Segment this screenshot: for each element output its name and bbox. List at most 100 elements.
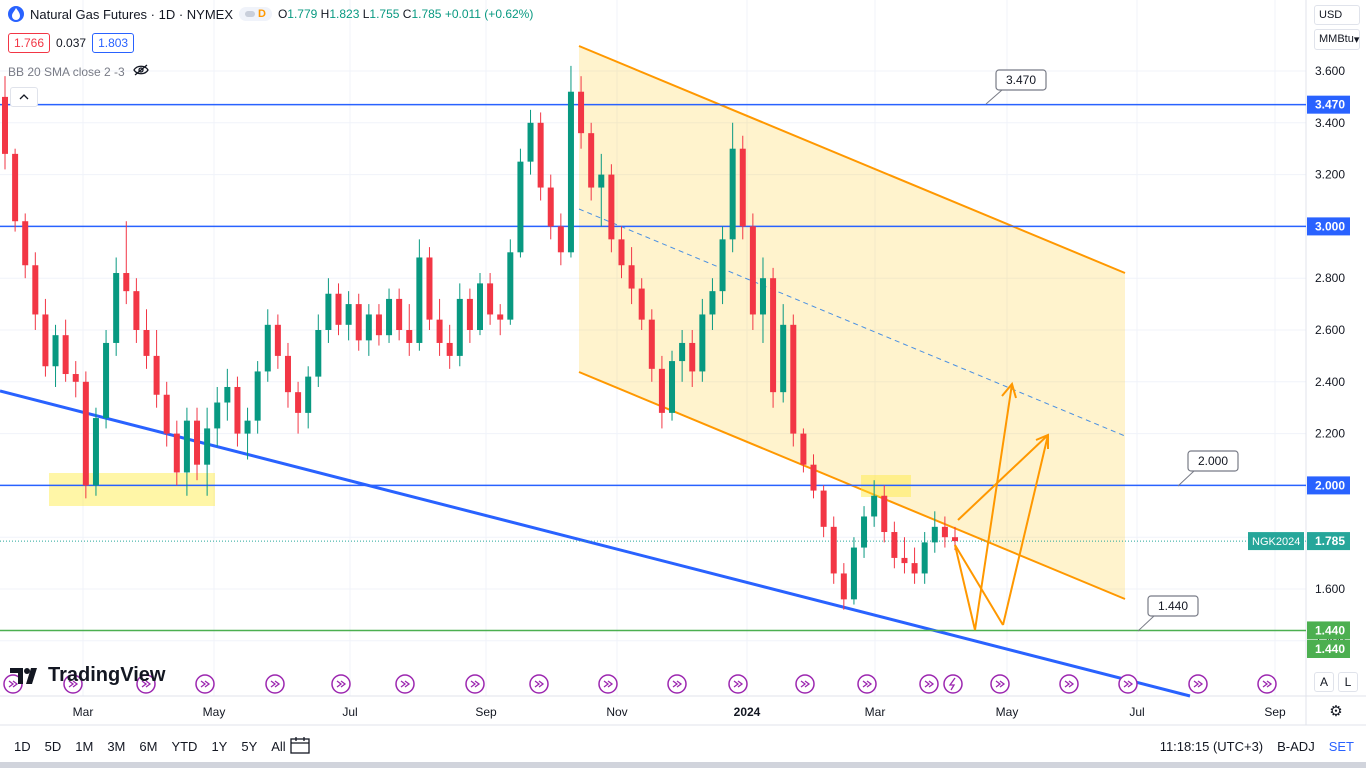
candle-body [456, 298, 463, 356]
range-1y[interactable]: 1Y [211, 738, 228, 754]
session-toggle[interactable]: SET [1328, 738, 1354, 754]
symbol-label: NGK2024 [1252, 536, 1300, 548]
symbol-title[interactable]: Natural Gas Futures · 1D · NYMEX [30, 6, 233, 22]
candle-body [547, 187, 554, 227]
range-3m[interactable]: 3M [107, 738, 126, 754]
clock-time[interactable]: 11:18:15 (UTC+3) [1159, 738, 1264, 754]
candle-body [608, 174, 615, 240]
candle-body [952, 537, 958, 542]
delay-label: D [258, 8, 266, 20]
candle-body [396, 298, 403, 330]
candle-body [840, 573, 847, 600]
candle-body [244, 420, 251, 434]
candle-body [567, 91, 574, 253]
market-status-icon [245, 11, 255, 17]
current-price-badge [1307, 532, 1350, 551]
candle-body [22, 221, 29, 266]
event-marker-glyph [200, 680, 211, 688]
candle-body [305, 376, 312, 413]
candle-body [931, 526, 938, 543]
auto-scale-button[interactable]: A [1314, 672, 1334, 692]
range-1m[interactable]: 1M [75, 738, 94, 754]
candle-body [123, 273, 130, 292]
event-marker-glyph [270, 680, 281, 688]
candle-body [183, 420, 190, 473]
candle-body [264, 324, 271, 372]
candle-body [527, 122, 534, 162]
range-all[interactable]: All [271, 738, 286, 754]
candle-body [658, 368, 665, 413]
candle-body [638, 288, 645, 320]
candle-body [466, 298, 473, 330]
candle-body [830, 526, 837, 574]
unit-select[interactable]: MMBtu ▾ [1314, 29, 1360, 50]
event-marker-glyph [1064, 680, 1075, 688]
candle-body [749, 226, 756, 315]
eye-hidden-icon[interactable] [132, 64, 149, 79]
buy-button[interactable]: 1.803 [92, 33, 135, 53]
sell-button[interactable]: 1.766 [8, 33, 51, 53]
symbol-legend: Natural Gas Futures · 1D · NYMEX D O1.77… [8, 6, 533, 22]
channel-upper-line [578, 45, 1126, 274]
candle-body [416, 257, 423, 343]
event-marker-glyph [1123, 680, 1134, 688]
candle-body [42, 314, 49, 367]
time-tick-label: Jul [342, 705, 357, 719]
event-marker-glyph [8, 680, 19, 688]
candle-body [780, 324, 787, 393]
candle-body [800, 433, 807, 465]
lightning-icon [948, 677, 956, 691]
candle-body [315, 330, 322, 377]
event-marker-glyph [534, 680, 545, 688]
candle-body [477, 283, 483, 330]
candle-body [143, 330, 150, 356]
currency-select[interactable]: USD [1314, 5, 1360, 25]
candle-body [770, 278, 777, 393]
gear-icon[interactable]: ⚙ [1329, 703, 1343, 720]
indicator-legend[interactable]: BB 20 SMA close 2 -3 [8, 64, 149, 79]
callout-label: 3.470 [1006, 73, 1036, 87]
candle-body [375, 314, 382, 336]
candle-body [204, 428, 211, 465]
log-scale-button[interactable]: L [1338, 672, 1358, 692]
candle-body [618, 239, 625, 266]
trade-prices: 1.766 0.037 1.803 [8, 33, 135, 53]
axis-controls: USD MMBtu ▾ [1314, 5, 1360, 54]
range-1d[interactable]: 1D [14, 738, 31, 754]
range-6m[interactable]: 6M [139, 738, 158, 754]
flame-icon [8, 6, 24, 22]
candle-body [588, 133, 595, 188]
candle-body [335, 293, 342, 325]
candle-body [103, 342, 110, 419]
level-price-label: 1.440 [1315, 642, 1345, 656]
adjustment-toggle[interactable]: B-ADJ [1277, 738, 1315, 754]
forecast-path-1 [954, 383, 1013, 631]
candle-body [850, 547, 857, 600]
callout-box [1187, 450, 1239, 472]
range-ytd[interactable]: YTD [171, 738, 198, 754]
candle-body [62, 335, 69, 375]
range-5y[interactable]: 5Y [241, 738, 258, 754]
candle-body [648, 319, 655, 369]
candle-body [689, 342, 696, 372]
time-tick-label: May [203, 705, 226, 719]
range-5d[interactable]: 5D [44, 738, 62, 754]
delay-badge[interactable]: D [239, 7, 272, 21]
candle-body [386, 298, 393, 336]
calendar-icon[interactable] [290, 736, 310, 759]
low-value: 1.755 [369, 7, 400, 21]
price-tick-label: 1.600 [1315, 582, 1345, 596]
candle-body [487, 283, 494, 315]
collapse-legend-button[interactable] [10, 87, 38, 107]
candle-body [739, 148, 746, 227]
candle-body [921, 542, 928, 574]
forecast-path-2a [954, 544, 1004, 626]
candle-body [669, 361, 676, 413]
chevron-down-icon: ▾ [1353, 34, 1360, 46]
candle-body [426, 257, 433, 320]
candle-body [82, 381, 89, 486]
candle-body [234, 386, 241, 434]
event-marker-glyph [733, 680, 744, 688]
time-tick-label: May [996, 705, 1019, 719]
